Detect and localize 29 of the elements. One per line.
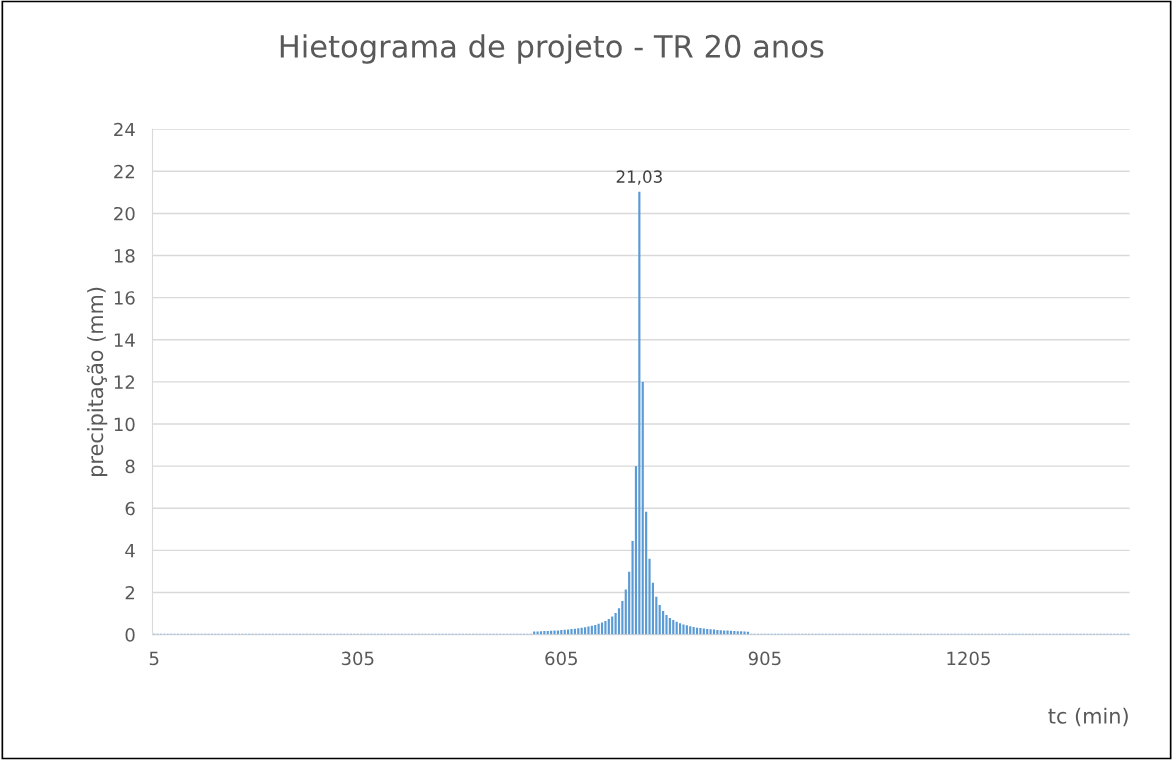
chart-title: Hietograma de projeto - TR 20 anos — [280, 34, 824, 64]
y-tick-label: 22 — [114, 164, 135, 179]
x-tick-label: 605 — [545, 651, 577, 666]
y-tick-label: 6 — [125, 501, 135, 516]
y-tick-label: 18 — [114, 249, 135, 263]
bar — [658, 605, 661, 635]
x-tick-label: 905 — [748, 651, 781, 666]
bar — [702, 628, 705, 635]
y-tick-label: 12 — [114, 375, 135, 389]
bar — [699, 628, 702, 635]
y-tick-label: 0 — [125, 628, 135, 642]
x-tick-label: 1205 — [947, 651, 990, 666]
y-tick-label: 8 — [125, 459, 135, 474]
bar — [641, 381, 644, 635]
bar — [638, 191, 641, 635]
y-tick-label: 20 — [114, 206, 135, 221]
y-tick-label: 24 — [114, 122, 135, 137]
y-tick-label: 16 — [114, 291, 135, 305]
y-axis-title: precipitação (mm) — [86, 287, 108, 476]
y-tick-label: 2 — [125, 585, 135, 600]
bar — [621, 600, 624, 635]
bar — [685, 625, 688, 635]
y-tick-label: 4 — [125, 544, 135, 558]
y-tick-label: 14 — [114, 333, 135, 347]
x-tick-label: 305 — [341, 651, 374, 666]
x-axis-title: tc (min) — [1048, 707, 1128, 727]
y-tick-label: 10 — [114, 417, 135, 432]
annotation: 21,03 — [616, 170, 662, 185]
x-tick-label: 5 — [149, 651, 159, 666]
